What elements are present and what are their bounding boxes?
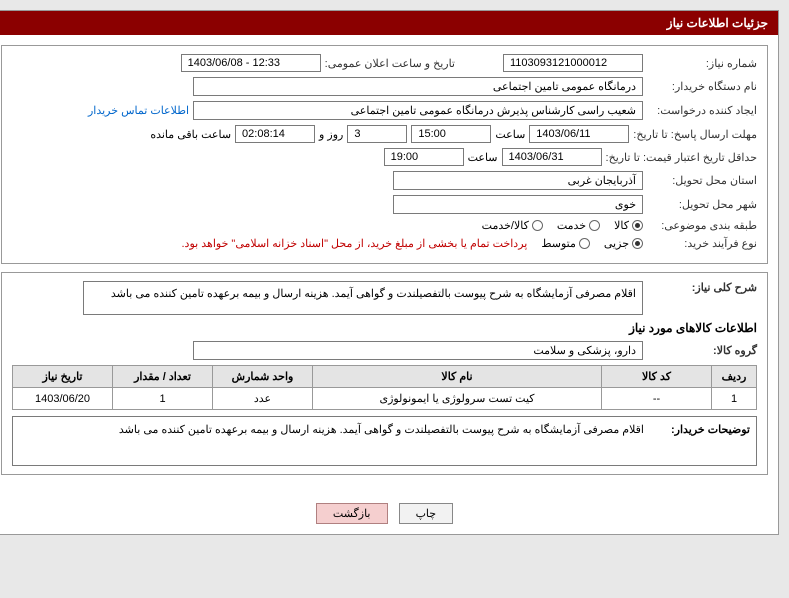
radio-jozi[interactable]: جزیی bbox=[604, 237, 643, 250]
row-subject-class: طبقه بندی موضوعی: کالا خدمت کالا/خدمت bbox=[12, 219, 757, 232]
row-deadline: مهلت ارسال پاسخ: تا تاریخ: 1403/06/11 سا… bbox=[12, 125, 757, 143]
val-days: 3 bbox=[347, 125, 407, 143]
link-contact-buyer[interactable]: اطلاعات تماس خریدار bbox=[88, 104, 189, 117]
row-province: استان محل تحویل: آذربایجان غربی bbox=[12, 171, 757, 190]
cell-qty: 1 bbox=[113, 388, 213, 410]
lbl-province: استان محل تحویل: bbox=[647, 174, 757, 187]
row-requester: ایجاد کننده درخواست: شعیب راسی کارشناس پ… bbox=[12, 101, 757, 120]
items-table: ردیف کد کالا نام کالا واحد شمارش تعداد /… bbox=[12, 365, 757, 410]
lbl-city: شهر محل تحویل: bbox=[647, 198, 757, 211]
lbl-need-no: شماره نیاز: bbox=[647, 57, 757, 70]
th-code: کد کالا bbox=[602, 366, 712, 388]
val-validity-date: 1403/06/31 bbox=[502, 148, 602, 166]
radio-group-process: جزیی متوسط bbox=[541, 237, 643, 250]
print-button[interactable]: چاپ bbox=[399, 503, 454, 524]
lbl-time1: ساعت bbox=[495, 128, 525, 141]
lbl-goods-group: گروه کالا: bbox=[647, 344, 757, 357]
val-countdown: 02:08:14 bbox=[235, 125, 315, 143]
cell-name: کیت تست سرولوژی یا ایمونولوژی bbox=[313, 388, 602, 410]
val-announce: 1403/06/08 - 12:33 bbox=[181, 54, 321, 72]
main-fieldset: شماره نیاز: 1103093121000012 تاریخ و ساع… bbox=[1, 45, 768, 264]
cell-unit: عدد bbox=[213, 388, 313, 410]
lbl-requester: ایجاد کننده درخواست: bbox=[647, 104, 757, 117]
lbl-announce: تاریخ و ساعت اعلان عمومی: bbox=[325, 57, 455, 70]
lbl-subject-class: طبقه بندی موضوعی: bbox=[647, 219, 757, 232]
row-buy-process: نوع فرآیند خرید: جزیی متوسط پرداخت تمام … bbox=[12, 237, 757, 250]
radio-kala-khadamat[interactable]: کالا/خدمت bbox=[482, 219, 543, 232]
goods-info-title: اطلاعات کالاهای مورد نیاز bbox=[12, 321, 757, 335]
page-header: جزئیات اطلاعات نیاز bbox=[0, 11, 778, 35]
val-province: آذربایجان غربی bbox=[393, 171, 643, 190]
radio-motavaset[interactable]: متوسط bbox=[541, 237, 590, 250]
th-unit: واحد شمارش bbox=[213, 366, 313, 388]
lbl-buyer-desc: توضیحات خریدار: bbox=[650, 423, 750, 436]
th-qty: تعداد / مقدار bbox=[113, 366, 213, 388]
val-summary: اقلام مصرفی آزمایشگاه به شرح پیوست بالتف… bbox=[83, 281, 643, 315]
back-button[interactable]: بازگشت bbox=[316, 503, 388, 524]
lbl-days-word: روز و bbox=[319, 128, 343, 141]
val-deadline-date: 1403/06/11 bbox=[529, 125, 629, 143]
row-validity: حداقل تاریخ اعتبار قیمت: تا تاریخ: 1403/… bbox=[12, 148, 757, 166]
table-row: 1--کیت تست سرولوژی یا ایمونولوژیعدد11403… bbox=[13, 388, 757, 410]
radio-group-subject: کالا خدمت کالا/خدمت bbox=[482, 219, 643, 232]
th-date: تاریخ نیاز bbox=[13, 366, 113, 388]
table-header-row: ردیف کد کالا نام کالا واحد شمارش تعداد /… bbox=[13, 366, 757, 388]
val-need-no: 1103093121000012 bbox=[503, 54, 643, 72]
lbl-buyer-org: نام دستگاه خریدار: bbox=[647, 80, 757, 93]
pay-note: پرداخت تمام یا بخشی از مبلغ خرید، از محل… bbox=[182, 237, 528, 250]
th-row: ردیف bbox=[712, 366, 757, 388]
radio-kala[interactable]: کالا bbox=[614, 219, 643, 232]
cell-row: 1 bbox=[712, 388, 757, 410]
lbl-deadline: مهلت ارسال پاسخ: تا تاریخ: bbox=[633, 128, 757, 141]
val-buyer-desc: اقلام مصرفی آزمایشگاه به شرح پیوست بالتف… bbox=[119, 423, 644, 436]
row-city: شهر محل تحویل: خوی bbox=[12, 195, 757, 214]
lbl-remain: ساعت باقی مانده bbox=[150, 128, 231, 141]
val-buyer-org: درمانگاه عمومی تامین اجتماعی bbox=[193, 77, 643, 96]
val-goods-group: دارو، پزشکی و سلامت bbox=[193, 341, 643, 360]
button-bar: چاپ بازگشت bbox=[0, 493, 778, 534]
lbl-summary: شرح کلی نیاز: bbox=[647, 281, 757, 294]
th-name: نام کالا bbox=[313, 366, 602, 388]
cell-date: 1403/06/20 bbox=[13, 388, 113, 410]
val-requester: شعیب راسی کارشناس پذیرش درمانگاه عمومی ت… bbox=[193, 101, 643, 120]
val-city: خوی bbox=[393, 195, 643, 214]
lbl-time2: ساعت bbox=[468, 151, 498, 164]
summary-fieldset: شرح کلی نیاز: اقلام مصرفی آزمایشگاه به ش… bbox=[1, 272, 768, 475]
row-buyer-org: نام دستگاه خریدار: درمانگاه عمومی تامین … bbox=[12, 77, 757, 96]
row-need-no: شماره نیاز: 1103093121000012 تاریخ و ساع… bbox=[12, 54, 757, 72]
cell-code: -- bbox=[602, 388, 712, 410]
buyer-desc-area: توضیحات خریدار: اقلام مصرفی آزمایشگاه به… bbox=[12, 416, 757, 466]
lbl-validity: حداقل تاریخ اعتبار قیمت: تا تاریخ: bbox=[606, 151, 757, 164]
radio-khadamat[interactable]: خدمت bbox=[557, 219, 600, 232]
val-deadline-time: 15:00 bbox=[411, 125, 491, 143]
val-validity-time: 19:00 bbox=[384, 148, 464, 166]
lbl-buy-process: نوع فرآیند خرید: bbox=[647, 237, 757, 250]
row-goods-group: گروه کالا: دارو، پزشکی و سلامت bbox=[12, 341, 757, 360]
